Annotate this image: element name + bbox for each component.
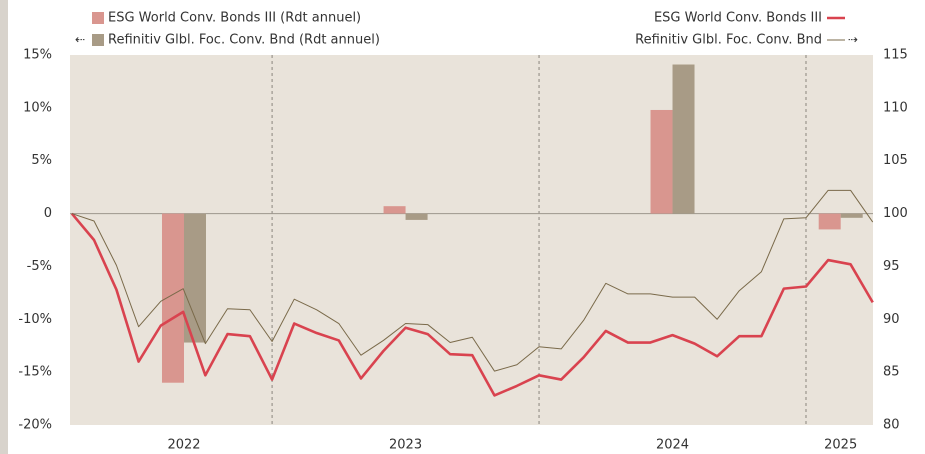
y-tick-label: -10%	[18, 312, 52, 327]
y-tick-label: 0	[44, 206, 52, 221]
legend-arrow: ⇠	[75, 33, 85, 47]
y-tick-label: 5%	[31, 153, 52, 168]
edge-strip	[0, 0, 8, 454]
line	[71, 189, 874, 372]
legend-label: ESG World Conv. Bonds III	[654, 11, 822, 26]
y2-tick-label: 110	[883, 100, 908, 115]
y2-tick-label: 95	[883, 259, 900, 274]
y2-tick-label: 85	[883, 365, 900, 380]
bar	[383, 206, 406, 214]
legend-label: ESG World Conv. Bonds III (Rdt annuel)	[108, 11, 361, 26]
legend-swatch	[92, 34, 104, 46]
legend-arrow: ⇢	[848, 33, 858, 47]
bar	[840, 213, 863, 218]
y2-tick-label: 80	[883, 418, 900, 433]
legend-label: Refinitiv Glbl. Foc. Conv. Bnd (Rdt annu…	[108, 33, 380, 48]
line	[70, 212, 874, 397]
bar	[183, 213, 206, 343]
y2-tick-label: 100	[883, 206, 908, 221]
y2-tick-label: 105	[883, 153, 908, 168]
bar	[818, 213, 841, 230]
legend-swatch	[92, 12, 104, 24]
bar	[650, 109, 673, 214]
x-tick-label: 2025	[824, 438, 857, 453]
bar	[672, 64, 695, 214]
y-tick-label: -5%	[27, 259, 52, 274]
legend-label: Refinitiv Glbl. Foc. Conv. Bnd	[635, 33, 822, 48]
y-tick-label: 15%	[23, 48, 52, 63]
y-tick-label: 10%	[23, 100, 52, 115]
bar	[405, 213, 428, 220]
y2-tick-label: 115	[883, 48, 908, 63]
y-tick-label: -15%	[18, 365, 52, 380]
y2-tick-label: 90	[883, 312, 900, 327]
x-tick-label: 2023	[389, 438, 422, 453]
x-tick-label: 2024	[656, 438, 689, 453]
x-tick-label: 2022	[167, 438, 200, 453]
y-tick-label: -20%	[18, 418, 52, 433]
bar	[161, 213, 184, 383]
